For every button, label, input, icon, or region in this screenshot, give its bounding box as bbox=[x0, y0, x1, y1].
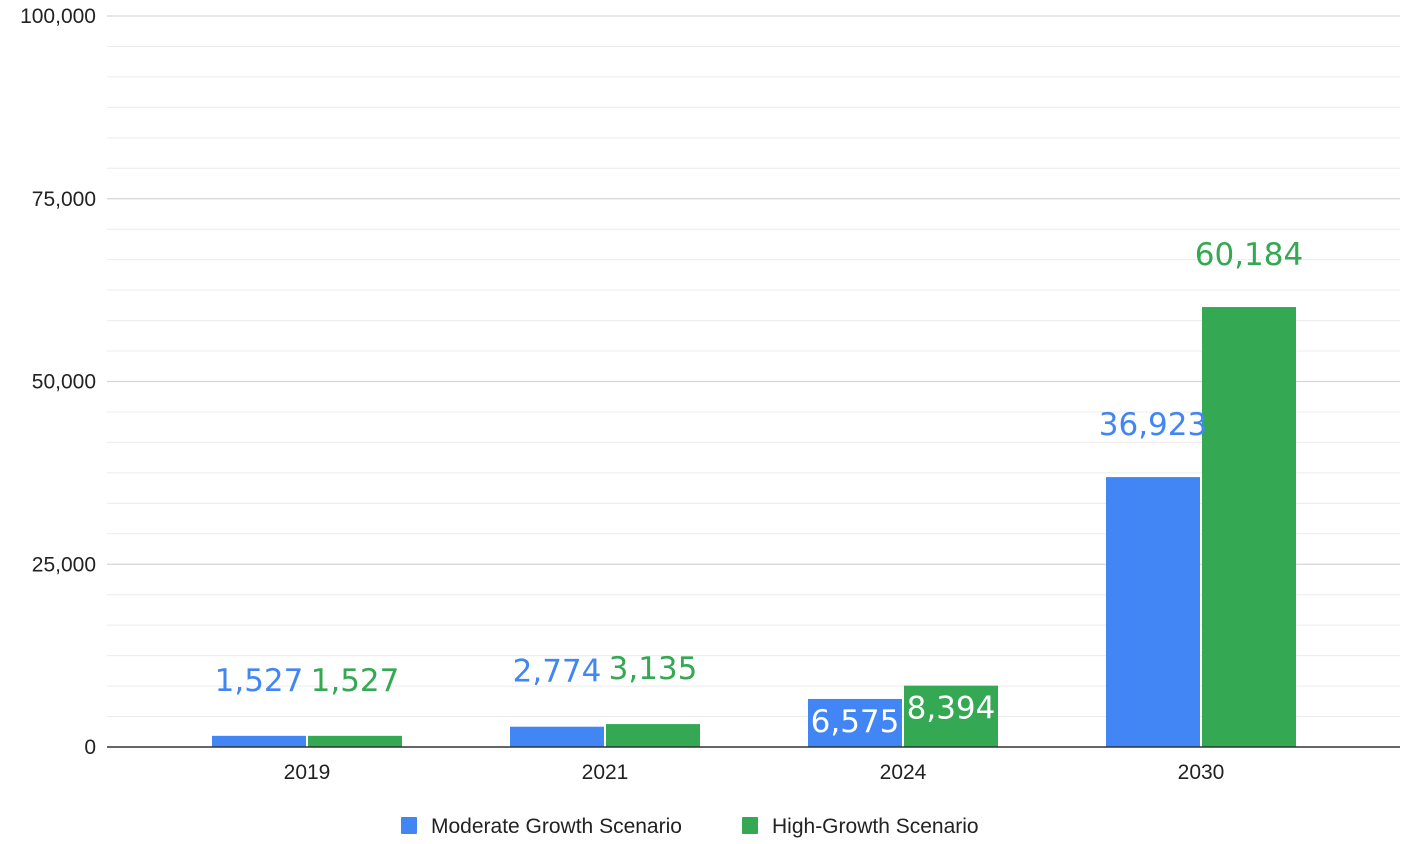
x-tick-label: 2021 bbox=[582, 761, 629, 784]
x-tick-label: 2019 bbox=[284, 761, 331, 784]
data-label: 1,527 bbox=[215, 663, 304, 699]
legend-label: High-Growth Scenario bbox=[772, 815, 979, 838]
data-label: 60,184 bbox=[1195, 237, 1303, 273]
y-tick-label: 100,000 bbox=[20, 5, 96, 28]
data-label: 36,923 bbox=[1099, 407, 1207, 443]
bar bbox=[1106, 477, 1200, 747]
y-axis-tick-labels: 0 25,000 50,000 75,000 100,000 bbox=[20, 5, 96, 759]
gridlines bbox=[107, 15, 1400, 718]
legend: Moderate Growth Scenario High-Growth Scen… bbox=[401, 815, 979, 838]
legend-label: Moderate Growth Scenario bbox=[431, 815, 682, 838]
bar bbox=[1202, 307, 1296, 747]
bar bbox=[904, 685, 998, 747]
data-label: 2,774 bbox=[513, 654, 602, 690]
bar bbox=[510, 726, 604, 747]
x-tick-label: 2030 bbox=[1178, 761, 1225, 784]
bar bbox=[212, 735, 306, 747]
data-label: 8,394 bbox=[907, 691, 996, 727]
data-label: 6,575 bbox=[811, 704, 900, 740]
bar bbox=[606, 724, 700, 747]
data-label: 3,135 bbox=[609, 651, 698, 687]
data-label: 1,527 bbox=[311, 663, 400, 699]
y-tick-label: 0 bbox=[84, 736, 96, 759]
x-axis-tick-labels: 2019 2021 2024 2030 bbox=[284, 761, 1225, 784]
bars bbox=[212, 307, 1296, 747]
bar bbox=[308, 735, 402, 747]
bar bbox=[808, 698, 902, 747]
y-tick-label: 50,000 bbox=[32, 371, 96, 394]
legend-swatch bbox=[742, 817, 758, 834]
legend-swatch bbox=[401, 817, 417, 834]
x-tick-label: 2024 bbox=[880, 761, 927, 784]
y-tick-label: 75,000 bbox=[32, 188, 96, 211]
data-labels: 1,527 1,527 2,774 3,135 6,575 8,394 36,923 60,1… bbox=[215, 237, 1304, 740]
y-tick-label: 25,000 bbox=[32, 553, 96, 576]
